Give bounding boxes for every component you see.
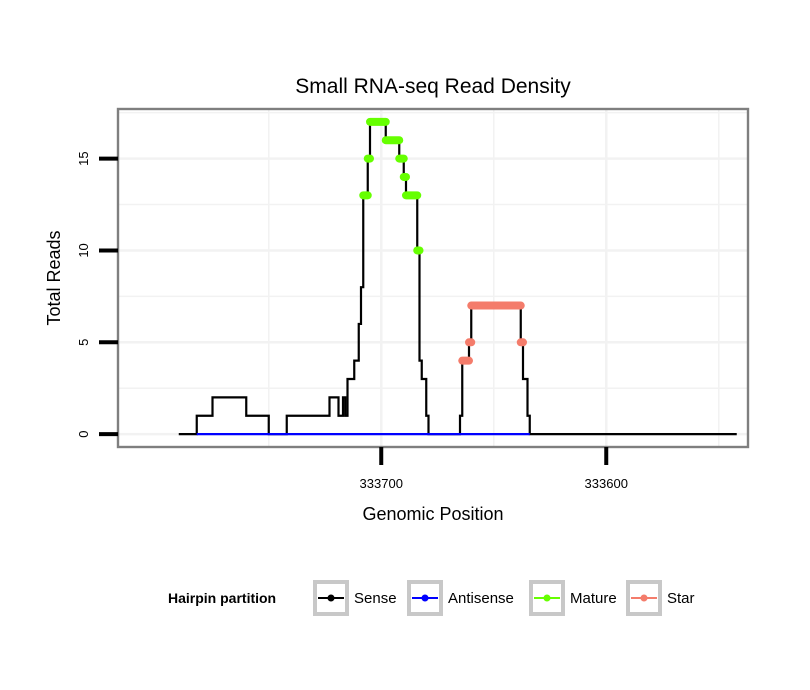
y-tick-label: 0 (76, 431, 91, 438)
panel-background (118, 109, 748, 447)
legend-label-sense: Sense (354, 590, 397, 607)
legend-label-star: Star (667, 590, 695, 607)
x-tick-label: 333700 (360, 476, 403, 491)
y-tick-label: 10 (76, 243, 91, 257)
x-axis-label: Genomic Position (362, 504, 503, 524)
legend-key-point-star (640, 594, 648, 602)
legend-key-point-antisense (421, 594, 429, 602)
legend-key-point-mature (543, 594, 551, 602)
legend-item-star: Star (626, 580, 695, 616)
plot-panel (116, 107, 750, 449)
x-axis: 333700 333600 (360, 447, 628, 491)
y-axis: 0 5 10 15 (76, 151, 118, 438)
x-tick-label: 333600 (585, 476, 628, 491)
y-tick-label: 15 (76, 151, 91, 165)
legend-item-antisense: Antisense (407, 580, 514, 616)
legend-key-point-sense (327, 594, 335, 602)
panel-border (116, 107, 750, 449)
chart-title: Small RNA-seq Read Density (295, 75, 571, 98)
series-layer (178, 117, 737, 436)
y-tick-label: 5 (76, 339, 91, 346)
legend-item-mature: Mature (529, 580, 617, 616)
legend-title: Hairpin partition (168, 590, 276, 606)
legend: Hairpin partition Sense Antisense Mature St… (168, 580, 695, 616)
legend-label-mature: Mature (570, 590, 617, 607)
legend-label-antisense: Antisense (448, 590, 514, 607)
y-axis-label: Total Reads (44, 230, 64, 325)
legend-item-sense: Sense (313, 580, 397, 616)
